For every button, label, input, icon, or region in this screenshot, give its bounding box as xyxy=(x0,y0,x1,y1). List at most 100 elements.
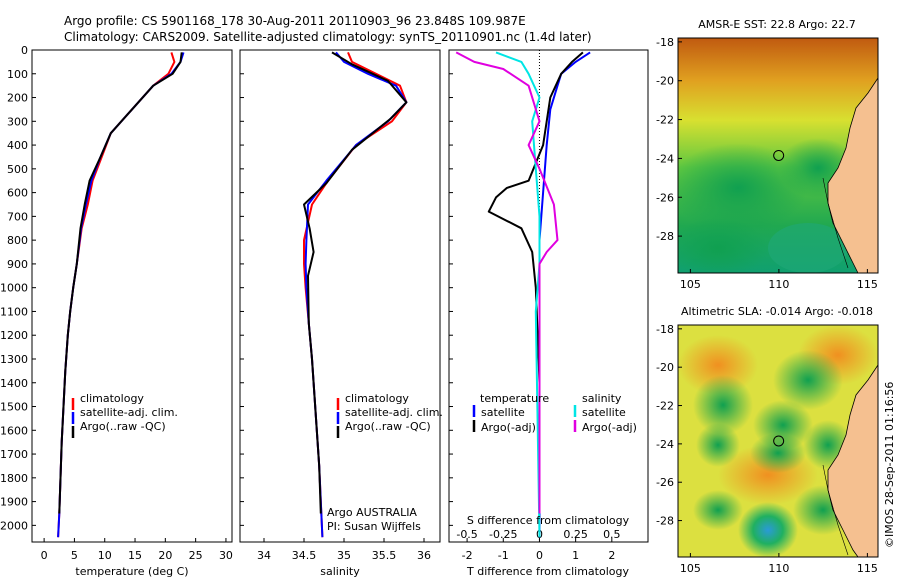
legend-label-climatology: climatology xyxy=(345,392,409,405)
depth-tick-label: 1300 xyxy=(0,353,28,366)
map-x-tick-label: 105 xyxy=(680,562,701,575)
sla-map-frame xyxy=(677,324,879,558)
legend-label-t-satellite: satellite xyxy=(481,406,525,419)
x-tick-label: 1 xyxy=(572,549,579,562)
depth-tick-label: 100 xyxy=(7,68,28,81)
x-tick-label: 0 xyxy=(536,549,543,562)
map-y-tick-label: -26 xyxy=(656,191,674,204)
sst-map-frame xyxy=(677,37,879,274)
depth-tick-label: 500 xyxy=(7,163,28,176)
legend-label-satellite: satellite-adj. clim. xyxy=(80,406,178,419)
x-tick-label: 15 xyxy=(128,549,142,562)
x-tick-label: 10 xyxy=(98,549,112,562)
depth-tick-label: 1400 xyxy=(0,377,28,390)
depth-tick-label: 900 xyxy=(7,258,28,271)
x-tick-label: -1 xyxy=(498,549,509,562)
temperature-xlabel: temperature (deg C) xyxy=(75,565,188,578)
sla-map-panel: Altimetric SLA: -0.014 Argo: -0.018 105 1… xyxy=(656,305,879,575)
salinity-legend: climatology satellite-adj. clim. Argo(..… xyxy=(336,392,443,438)
legend-label-argo: Argo(..raw -QC) xyxy=(345,420,431,433)
depth-tick-label: 200 xyxy=(7,92,28,105)
series-line-argo-raw-qc xyxy=(303,51,408,514)
map-y-tick-label: -28 xyxy=(656,515,674,528)
x-tick-label: 34 xyxy=(257,549,271,562)
temperature-legend: climatology satellite-adj. clim. Argo(..… xyxy=(71,392,178,438)
x-tick-label: 2 xyxy=(608,549,615,562)
depth-tick-label: 1800 xyxy=(0,472,28,485)
sla-map-ticks: 105 110 115 -18 -20 -22 -24 -26 -28 xyxy=(656,323,878,575)
x-top-tick-label: -0.5 xyxy=(456,528,477,541)
x-tick-label: 25 xyxy=(189,549,203,562)
map-y-tick-label: -20 xyxy=(656,361,674,374)
pi-annotation: PI: Susan Wijffels xyxy=(327,520,421,533)
argo-position-marker xyxy=(773,149,785,161)
depth-tick-label: 1000 xyxy=(0,282,28,295)
map-x-tick-label: 110 xyxy=(768,562,789,575)
difference-xlabel-top: S difference from climatology xyxy=(467,514,630,527)
map-y-tick-label: -24 xyxy=(656,438,674,451)
argo-position-marker xyxy=(773,435,785,447)
map-y-tick-label: -18 xyxy=(656,323,674,336)
series-line-argo-adj xyxy=(455,51,559,514)
sst-map-title: AMSR-E SST: 22.8 Argo: 22.7 xyxy=(698,18,856,31)
map-x-tick-label: 115 xyxy=(857,278,878,291)
map-y-tick-label: -28 xyxy=(656,230,674,243)
depth-tick-label: 600 xyxy=(7,187,28,200)
map-x-tick-label: 110 xyxy=(768,278,789,291)
temperature-x-ticks: 0 5 10 15 20 25 30 xyxy=(32,49,233,562)
map-y-tick-label: -22 xyxy=(656,114,674,127)
depth-tick-label: 1900 xyxy=(0,496,28,509)
header-line1: Argo profile: CS 5901168_178 30-Aug-2011… xyxy=(64,14,526,28)
legend-label-satellite: satellite-adj. clim. xyxy=(345,406,443,419)
depth-tick-label: 1600 xyxy=(0,424,28,437)
legend-label-argo: Argo(..raw -QC) xyxy=(80,420,166,433)
x-tick-label: 0 xyxy=(41,549,48,562)
salinity-x-ticks: 34 34.5 35 35.5 36 xyxy=(240,49,431,562)
series-line-satellite-adj-clim xyxy=(304,51,408,538)
sla-map-image xyxy=(678,325,878,557)
depth-tick-label: 1200 xyxy=(0,329,28,342)
map-x-tick-label: 115 xyxy=(857,562,878,575)
temperature-lines xyxy=(57,52,185,538)
legend-label-s-satellite: satellite xyxy=(582,406,626,419)
depth-tick-label: 1100 xyxy=(0,305,28,318)
depth-tick-label: 2000 xyxy=(0,519,28,532)
sst-map-ticks: 105 110 115 -18 -20 -22 -24 -26 -28 xyxy=(656,36,878,291)
difference-lines xyxy=(455,51,591,538)
depth-tick-label: 1700 xyxy=(0,448,28,461)
argo-country-annotation: Argo AUSTRALIA xyxy=(327,506,417,519)
depth-tick-label: 700 xyxy=(7,210,28,223)
salinity-xlabel: salinity xyxy=(320,565,360,578)
temperature-panel: 0100200300400500600700800900100011001200… xyxy=(0,44,233,578)
map-y-tick-label: -20 xyxy=(656,75,674,88)
x-tick-label: 35 xyxy=(337,549,351,562)
depth-tick-label: 1500 xyxy=(0,401,28,414)
legend-title-salinity: salinity xyxy=(582,392,622,405)
imos-credit: ©IMOS 28-Sep-2011 01:16:56 xyxy=(883,382,896,548)
x-tick-label: 34.5 xyxy=(292,549,317,562)
legend-label-climatology: climatology xyxy=(80,392,144,405)
difference-x-ticks: -2 -1 0 1 2-0.5 -0.25 0 0.25 0.5 xyxy=(449,49,621,562)
x-top-tick-label: -0.25 xyxy=(489,528,517,541)
x-top-tick-label: 0.5 xyxy=(603,528,621,541)
salinity-lines xyxy=(303,51,408,538)
x-tick-label: 30 xyxy=(219,549,233,562)
x-tick-label: -2 xyxy=(462,549,473,562)
x-tick-label: 36 xyxy=(417,549,431,562)
temperature-axes-frame xyxy=(31,49,233,543)
depth-tick-label: 800 xyxy=(7,234,28,247)
legend-title-temperature: temperature xyxy=(480,392,549,405)
series-line-climatology xyxy=(57,52,176,538)
series-line-argo-adj xyxy=(487,51,584,514)
x-top-tick-label: 0.25 xyxy=(563,528,588,541)
x-tick-label: 35.5 xyxy=(372,549,397,562)
series-line-satellite xyxy=(495,51,541,538)
map-y-tick-label: -26 xyxy=(656,476,674,489)
sla-map-title: Altimetric SLA: -0.014 Argo: -0.018 xyxy=(681,305,873,318)
legend-label-s-argo: Argo(-adj) xyxy=(582,421,637,434)
header-line2: Climatology: CARS2009. Satellite-adjuste… xyxy=(64,30,592,44)
depth-tick-label: 400 xyxy=(7,139,28,152)
depth-tick-labels: 0 100 200 300 400 500 600 700 800 900 1000 1100 1200… xyxy=(0,44,28,532)
sst-map-panel: AMSR-E SST: 22.8 Argo: 22.7 105 110 115 -18… xyxy=(656,18,879,291)
